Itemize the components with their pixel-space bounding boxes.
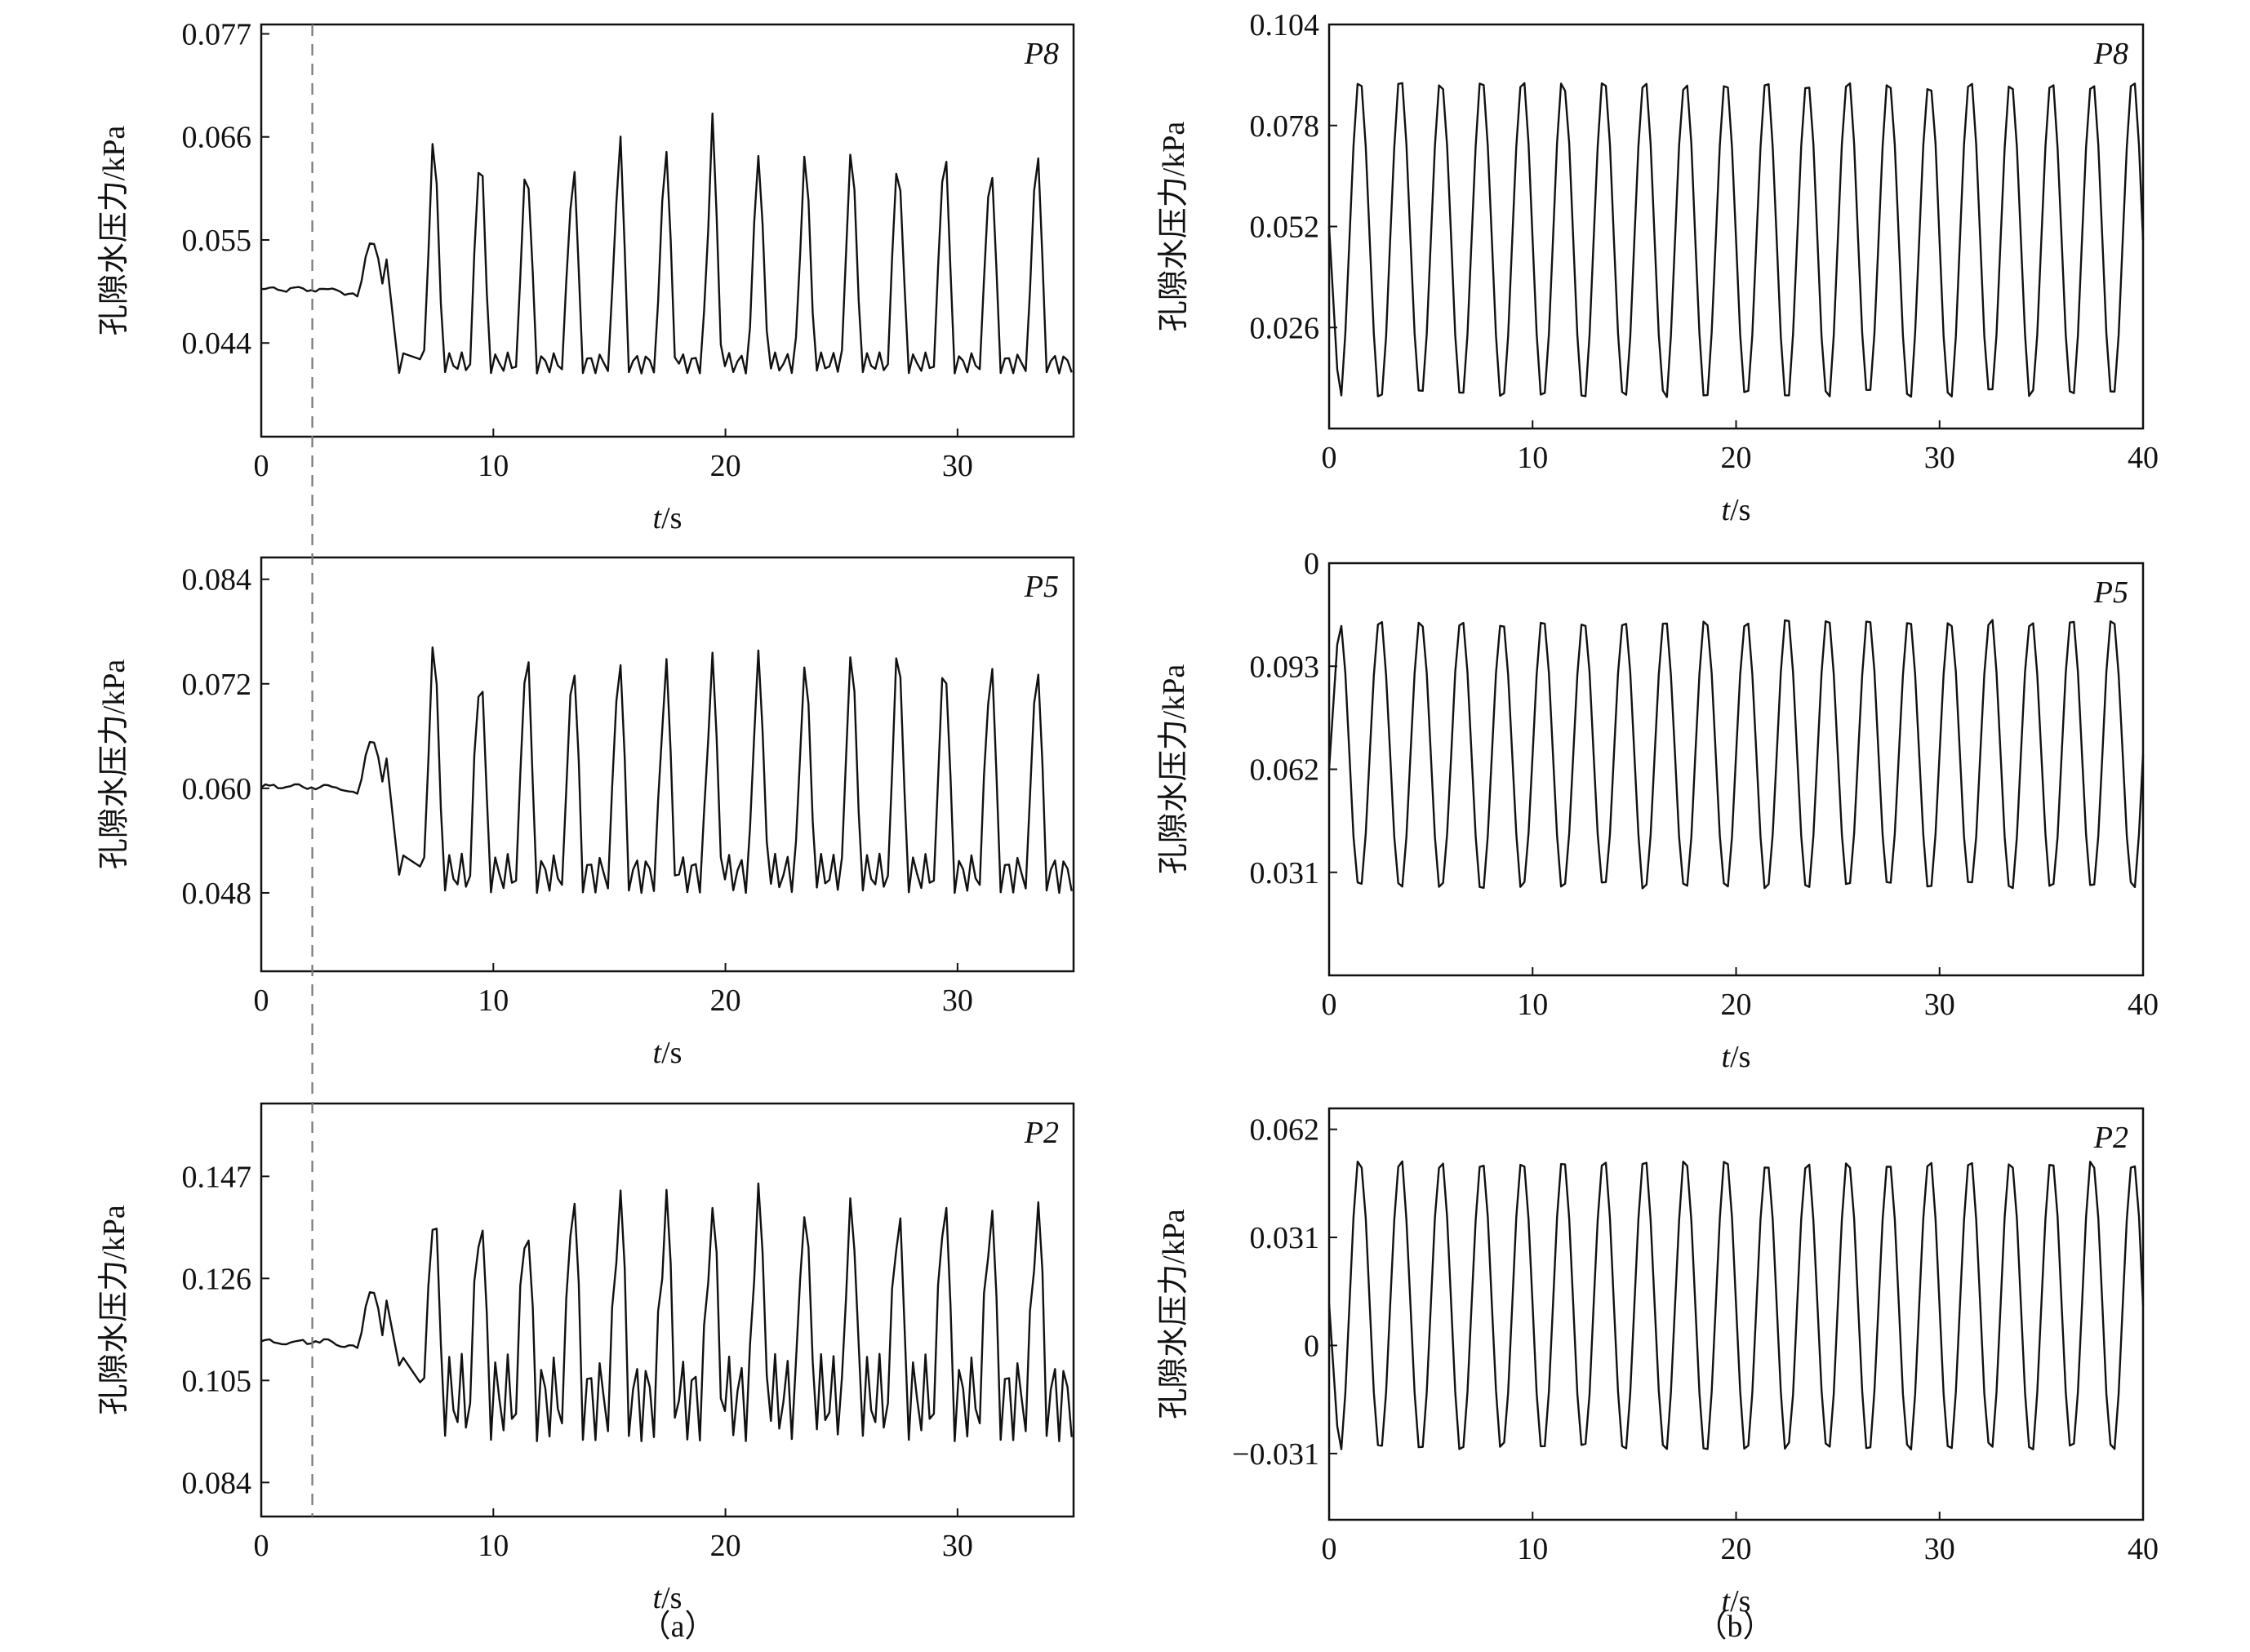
y-tick-label: 0.066: [182, 121, 252, 155]
y-tick-label: 0.084: [182, 563, 252, 597]
x-tick-label: 0: [1322, 1532, 1337, 1566]
series-label: P8: [2093, 37, 2128, 71]
series-line: [260, 646, 1073, 895]
x-tick-label: 30: [1924, 441, 1955, 475]
chart-a-p2: 0 10 20 30 0.084 0.105 0.126 0.147 t/s 孔隙水压力/kPa P…: [97, 1102, 1075, 1615]
plot-frame: [260, 556, 1075, 973]
x-axis-label: t/s: [1722, 1040, 1751, 1074]
series-label: P5: [1024, 570, 1059, 604]
x-tick-label: 10: [1517, 441, 1548, 475]
y-tick-label: 0.044: [182, 326, 252, 361]
y-tick-label: 0.078: [1250, 109, 1320, 144]
x-tick-label: 30: [1924, 988, 1955, 1022]
x-tick-label: 20: [710, 449, 741, 483]
x-tick-label: 10: [1517, 988, 1548, 1022]
x-tick-label: 30: [942, 1529, 973, 1563]
y-axis-label: 孔隙水压力/kPa: [1157, 664, 1191, 875]
x-tick-label: 0: [1322, 988, 1337, 1022]
charts-group: 0 10 20 30 0.044 0.055 0.066 0.077 t/s 孔隙水压力/kPa P…: [97, 8, 2159, 1619]
x-tick-label: 0: [254, 984, 269, 1018]
y-tick-label: 0.026: [1250, 311, 1320, 345]
y-axis-label: 孔隙水压力/kPa: [1157, 1209, 1191, 1419]
series-label: P2: [2093, 1121, 2128, 1155]
x-tick-label: 20: [1721, 988, 1752, 1022]
x-tick-label: 10: [478, 1529, 509, 1563]
chart-b-p8: 0 10 20 30 40 0.026 0.052 0.078 0.104 t/s 孔隙水压力/kP…: [1157, 8, 2159, 527]
x-tick-label: 20: [710, 984, 741, 1018]
y-axis-label: 孔隙水压力/kPa: [97, 126, 131, 336]
x-axis-label: t/s: [653, 501, 683, 535]
panel-label-a: （a）: [640, 1610, 716, 1644]
y-tick-label: 0.031: [1250, 1221, 1320, 1255]
y-tick-label: 0.072: [182, 668, 252, 702]
x-tick-label: 20: [710, 1529, 741, 1563]
x-tick-label: 0: [254, 1529, 269, 1563]
plot-frame: [260, 1102, 1075, 1518]
x-tick-label: 10: [478, 984, 509, 1018]
series-line: [260, 112, 1073, 375]
y-tick-label: −0.031: [1232, 1437, 1319, 1472]
y-tick-label: 0: [1304, 1329, 1319, 1363]
x-axis-label: t/s: [653, 1036, 683, 1070]
y-axis-label: 孔隙水压力/kPa: [97, 659, 131, 870]
panel-label-b: （b）: [1696, 1610, 1773, 1644]
y-tick-label: 0.031: [1250, 856, 1320, 890]
x-tick-label: 20: [1721, 441, 1752, 475]
series-label: P5: [2093, 575, 2128, 610]
x-tick-label: 10: [1517, 1532, 1548, 1566]
y-tick-label: 0.055: [182, 224, 252, 258]
series-line: [1327, 82, 2145, 398]
x-tick-label: 40: [2128, 441, 2159, 475]
x-axis-label: t/s: [1722, 493, 1751, 527]
x-tick-label: 30: [1924, 1532, 1955, 1566]
y-tick-label: 0.126: [182, 1262, 252, 1296]
y-tick-label: 0.062: [1250, 753, 1320, 788]
x-tick-label: 30: [942, 984, 973, 1018]
series-label: P8: [1024, 37, 1059, 71]
chart-b-p5: 0 10 20 30 40 0 0.093 0.062 0.031 t/s 孔隙水压力/kPa P5: [1157, 547, 2159, 1074]
y-tick-label: 0.062: [1250, 1113, 1320, 1148]
x-tick-label: 0: [1322, 441, 1337, 475]
y-tick-label: 0.077: [182, 17, 252, 51]
x-axis-label: t/s: [1722, 1584, 1751, 1619]
y-tick-label: 0.105: [182, 1364, 252, 1398]
x-tick-label: 30: [942, 449, 973, 483]
y-tick-label: 0.052: [1250, 211, 1320, 245]
y-tick-label: 0: [1304, 547, 1319, 581]
y-tick-label: 0.147: [182, 1160, 252, 1194]
x-tick-label: 20: [1721, 1532, 1752, 1566]
x-tick-label: 0: [254, 449, 269, 483]
series-label: P2: [1024, 1116, 1059, 1150]
y-axis-label: 孔隙水压力/kPa: [97, 1205, 131, 1415]
chart-a-p5: 0 10 20 30 0.048 0.060 0.072 0.084 t/s 孔隙水压力/kPa P…: [97, 556, 1075, 1070]
x-axis-label: t/s: [653, 1581, 683, 1615]
y-tick-label: 0.048: [182, 877, 252, 911]
y-tick-label: 0.084: [182, 1466, 252, 1500]
chart-b-p2: 0 10 20 30 40 −0.031 0 0.031 0.062 t/s 孔隙水压力/kPa P2: [1157, 1107, 2159, 1619]
x-tick-label: 40: [2128, 988, 2159, 1022]
plot-frame: [260, 23, 1075, 438]
y-tick-label: 0.093: [1250, 650, 1320, 684]
y-tick-label: 0.060: [182, 772, 252, 806]
series-line: [1327, 1160, 2145, 1450]
x-tick-label: 10: [478, 449, 509, 483]
x-tick-label: 40: [2128, 1532, 2159, 1566]
series-line: [260, 1182, 1073, 1442]
y-axis-label: 孔隙水压力/kPa: [1157, 122, 1191, 332]
chart-a-p8: 0 10 20 30 0.044 0.055 0.066 0.077 t/s 孔隙水压力/kPa P…: [97, 17, 1075, 535]
y-tick-label: 0.104: [1250, 8, 1320, 42]
series-line: [1327, 619, 2145, 890]
